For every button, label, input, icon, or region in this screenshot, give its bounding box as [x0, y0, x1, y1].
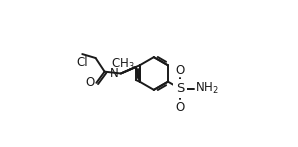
Text: O: O: [175, 64, 185, 77]
Text: N: N: [110, 67, 118, 80]
Text: S: S: [176, 82, 184, 95]
Text: Cl: Cl: [77, 56, 88, 69]
Text: CH$_3$: CH$_3$: [111, 57, 134, 72]
Text: NH$_2$: NH$_2$: [195, 81, 219, 96]
Text: O: O: [85, 76, 94, 89]
Text: O: O: [175, 101, 185, 114]
